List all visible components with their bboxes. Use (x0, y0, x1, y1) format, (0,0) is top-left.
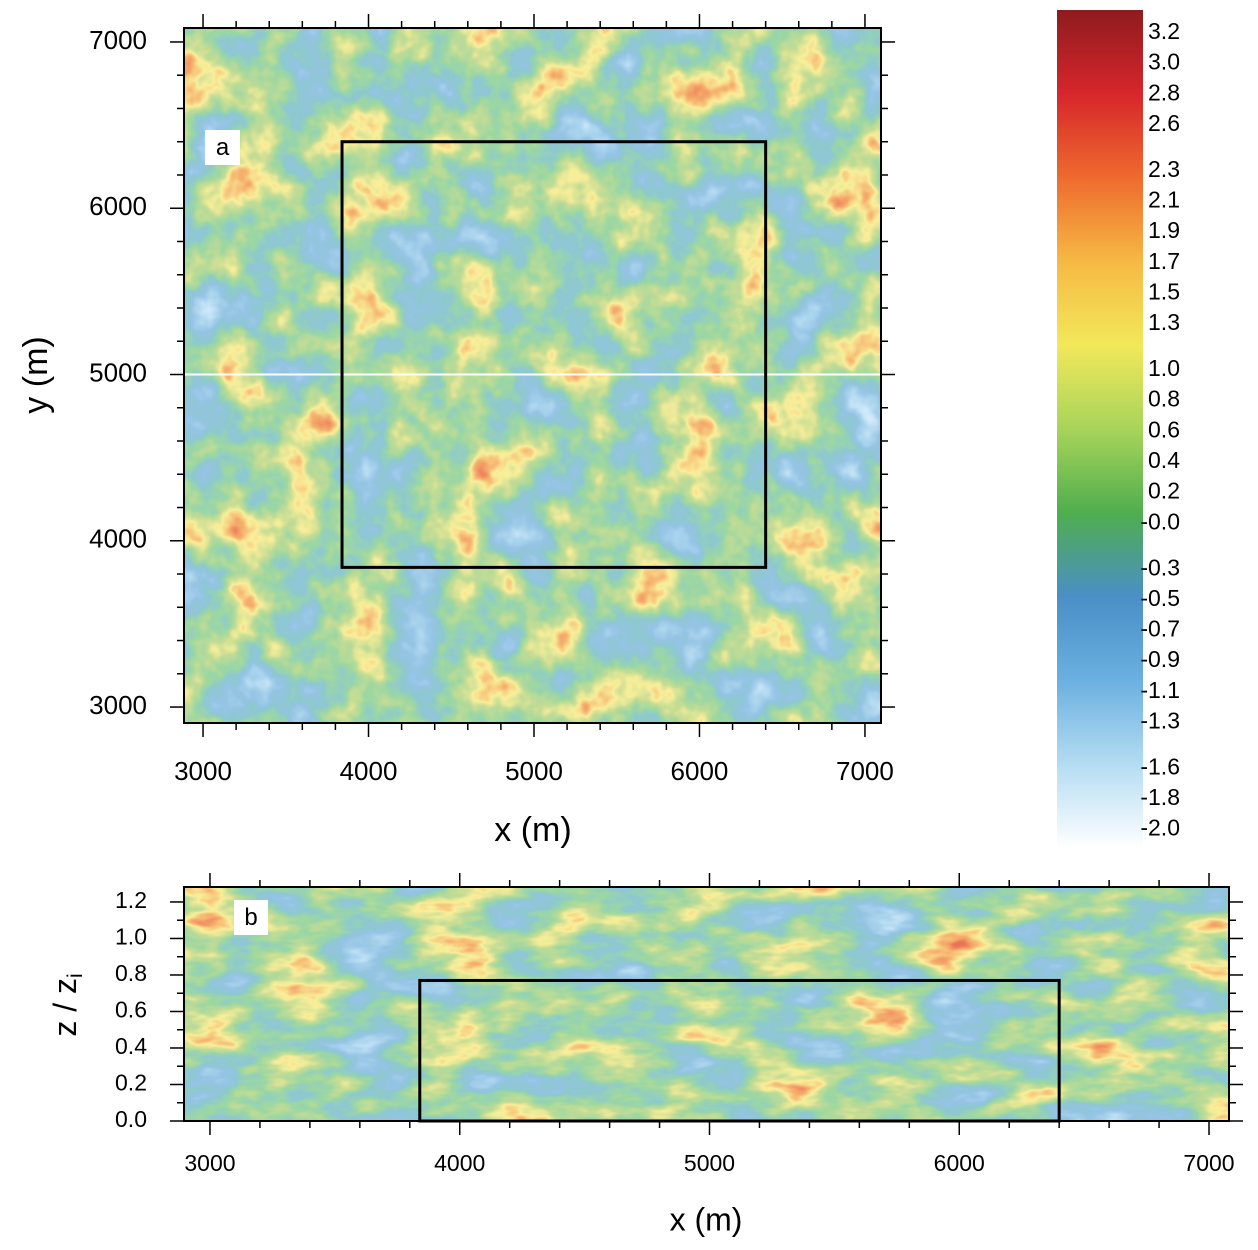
y-tick-label: 7000 (89, 25, 147, 55)
colorbar-label: -1.6 (1140, 753, 1180, 779)
x-tick-label: 4000 (434, 1150, 485, 1176)
colorbar-label: -0.7 (1140, 616, 1180, 642)
panel-label: a (216, 134, 230, 161)
x-tick-label: 3000 (184, 1150, 235, 1176)
colorbar-label: 1.9 (1148, 217, 1180, 243)
y-tick-label: 3000 (89, 690, 147, 720)
x-tick-label: 3000 (174, 756, 232, 786)
x-tick-label: 5000 (505, 756, 563, 786)
y-axis-title-main: y (m) (17, 336, 55, 413)
colorbar-label: 2.8 (1148, 79, 1180, 105)
y-tick-label: 4000 (89, 524, 147, 554)
x-tick-label: 7000 (836, 756, 894, 786)
y-axis-title: z / zi (47, 973, 86, 1036)
y-tick-label: 5000 (89, 357, 147, 387)
x-tick-label: 4000 (340, 756, 398, 786)
colorbar-label: -0.0 (1140, 508, 1180, 534)
colorbar-label: 1.5 (1148, 278, 1180, 304)
colorbar-label: 2.1 (1148, 187, 1180, 213)
subdomain-box (340, 140, 768, 569)
colorbar-label: 0.6 (1148, 416, 1180, 442)
x-tick-label: 5000 (684, 1150, 735, 1176)
x-tick-label: 7000 (1183, 1150, 1234, 1176)
field (184, 887, 1229, 1121)
colorbar-label: 1.0 (1148, 355, 1180, 381)
colorbar-label: 2.6 (1148, 110, 1180, 136)
frame (183, 886, 1230, 1122)
y-tick-label: 6000 (89, 191, 147, 221)
colorbar (1057, 10, 1143, 848)
frame (183, 27, 882, 724)
x-tick-label: 6000 (671, 756, 729, 786)
x-tick-label: 6000 (934, 1150, 985, 1176)
x-axis-title: x (m) (494, 811, 571, 849)
colorbar-label: 0.8 (1148, 386, 1180, 412)
colorbar-label: -1.3 (1140, 707, 1180, 733)
colorbar-label: 3.0 (1148, 49, 1180, 75)
y-tick-label: 1.2 (115, 887, 147, 913)
y-tick-label: 0.2 (115, 1070, 147, 1096)
colorbar-label: 3.2 (1148, 18, 1180, 44)
panel-label: b (244, 904, 257, 931)
colorbar-label: 0.2 (1148, 478, 1180, 504)
colorbar-label: 2.3 (1148, 156, 1180, 182)
y-axis-title-subscript: i (64, 973, 87, 978)
y-axis-title-main: z / z (47, 978, 83, 1037)
colorbar-label: -1.1 (1140, 677, 1180, 703)
y-tick-label: 0.8 (115, 960, 147, 986)
y-tick-label: 0.0 (115, 1106, 147, 1132)
colorbar-label: 0.4 (1148, 447, 1180, 473)
colorbar-label: 1.3 (1148, 309, 1180, 335)
y-tick-label: 0.6 (115, 997, 147, 1023)
colorbar-label: 1.7 (1148, 248, 1180, 274)
colorbar-label: -0.3 (1140, 554, 1180, 580)
colorbar-label: -0.5 (1140, 585, 1180, 611)
y-tick-label: 0.4 (115, 1033, 147, 1059)
colorbar-label: -0.9 (1140, 646, 1180, 672)
panel-label-box (205, 130, 240, 165)
colorbar-label: -2.0 (1140, 815, 1180, 841)
y-axis-title: y (m) (17, 336, 55, 413)
colorbar-label: -1.8 (1140, 784, 1180, 810)
x-axis-title: x (m) (670, 1201, 743, 1237)
y-tick-label: 1.0 (115, 924, 147, 950)
panel-label-box (234, 900, 268, 935)
